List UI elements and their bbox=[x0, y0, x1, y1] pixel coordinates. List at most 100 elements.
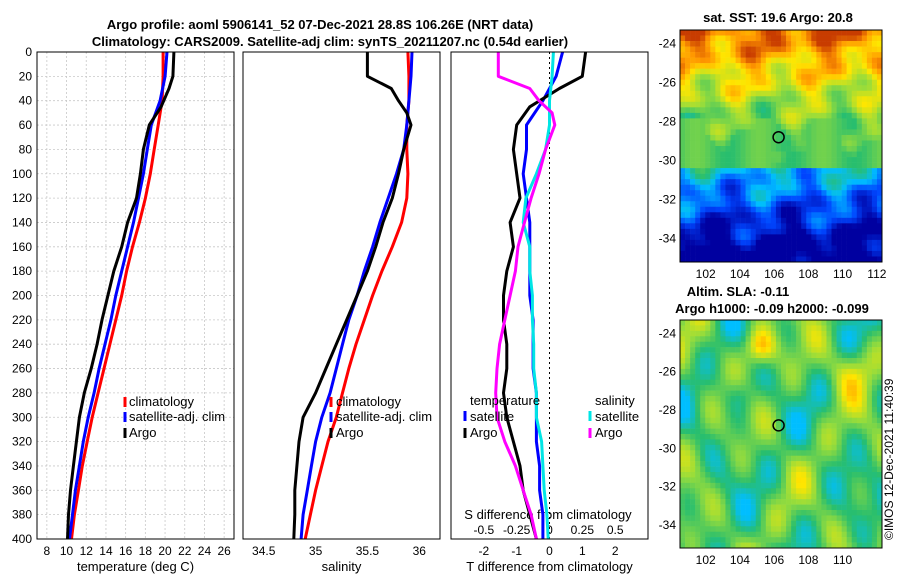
sst-map-cell bbox=[745, 239, 751, 246]
sst-map-cell bbox=[856, 168, 863, 174]
sst-map-cell bbox=[876, 234, 883, 241]
sst-map-cell bbox=[690, 123, 696, 130]
sla-map-cell bbox=[740, 450, 746, 457]
sla-map-cell bbox=[821, 363, 827, 370]
sla-map-cell bbox=[725, 434, 731, 440]
sst-map-cell bbox=[770, 129, 777, 136]
sst-map-cell bbox=[710, 212, 716, 219]
sst-map-cell bbox=[861, 52, 868, 58]
difference-series-temperature-satellite bbox=[521, 51, 565, 539]
sst-map-cell bbox=[841, 157, 847, 163]
sst-map-cell bbox=[725, 162, 731, 169]
sla-map-cell bbox=[846, 466, 852, 473]
sla-map-cell bbox=[836, 385, 842, 391]
sst-map-cell bbox=[745, 129, 751, 136]
sla-map-cell bbox=[781, 336, 787, 343]
sla-map-cell bbox=[745, 401, 751, 408]
sla-map-cell bbox=[816, 390, 822, 397]
sla-map-cell bbox=[680, 499, 686, 505]
sla-map-cell bbox=[690, 363, 696, 370]
sla-map-cell bbox=[786, 444, 792, 451]
sla-map-cell bbox=[866, 368, 873, 375]
sla-map-cell bbox=[836, 341, 842, 348]
sla-map-lat-tick-label: -34 bbox=[659, 518, 677, 532]
sla-map-cell bbox=[740, 542, 746, 549]
sst-map-cell bbox=[871, 234, 878, 241]
sst-map-cell bbox=[816, 129, 822, 136]
sst-map-cell bbox=[876, 250, 883, 257]
sst-map-cell bbox=[715, 46, 721, 53]
sla-map-cell bbox=[866, 482, 873, 489]
sst-map-cell bbox=[725, 212, 731, 219]
sst-map-cell bbox=[745, 173, 751, 180]
sst-map-cell bbox=[730, 173, 736, 180]
sla-map-cell bbox=[821, 352, 827, 359]
sst-map-cell bbox=[755, 74, 762, 81]
sst-map-cell bbox=[846, 134, 852, 141]
sla-map-cell bbox=[720, 482, 726, 489]
sst-map-cell bbox=[821, 184, 827, 191]
sla-map-cell bbox=[846, 499, 852, 505]
sla-map-cell bbox=[786, 396, 792, 402]
sla-map-cell bbox=[781, 368, 787, 375]
sla-map-cell bbox=[685, 531, 691, 538]
sst-map-cell bbox=[831, 228, 837, 235]
sst-map-cell bbox=[791, 79, 797, 86]
sla-map-cell bbox=[846, 482, 852, 489]
sst-map-cell bbox=[760, 195, 767, 202]
sla-map-cell bbox=[690, 499, 696, 505]
sla-map-cell bbox=[831, 428, 837, 435]
sla-map-cell bbox=[745, 363, 751, 370]
sst-map-cell bbox=[821, 234, 827, 241]
sst-map-cell bbox=[755, 179, 762, 185]
sst-map-cell bbox=[846, 162, 852, 169]
sst-map-cell bbox=[750, 46, 757, 53]
sst-map-cell bbox=[856, 184, 863, 191]
depth-tick-label: 280 bbox=[12, 386, 32, 400]
sla-map-cell bbox=[690, 526, 696, 533]
sla-map-cell bbox=[856, 325, 863, 332]
sla-map-cell bbox=[826, 428, 832, 435]
sst-map-cell bbox=[861, 85, 868, 92]
sst-map-cell bbox=[786, 146, 792, 152]
sla-map-cell bbox=[700, 352, 706, 359]
sst-map-cell bbox=[775, 123, 782, 130]
sst-map-cell bbox=[760, 201, 767, 208]
sla-map-cell bbox=[710, 363, 716, 370]
sla-map-cell bbox=[770, 477, 777, 484]
sst-map-cell bbox=[851, 223, 858, 230]
sla-map-cell bbox=[851, 390, 858, 397]
sst-map-cell bbox=[796, 129, 802, 136]
sst-map-cell bbox=[856, 68, 863, 75]
sst-map-cell bbox=[861, 107, 868, 114]
sst-map-cell bbox=[856, 79, 863, 86]
sst-map-cell bbox=[765, 41, 772, 47]
sla-map-cell bbox=[806, 466, 812, 473]
sst-map-cell bbox=[876, 245, 883, 252]
sla-map-cell bbox=[851, 520, 858, 527]
sla-map-cell bbox=[695, 423, 701, 429]
sla-map-cell bbox=[745, 330, 751, 337]
sst-map-cell bbox=[710, 74, 716, 81]
sst-map-cell bbox=[786, 96, 792, 103]
sla-map-cell bbox=[866, 488, 873, 495]
sla-map-cell bbox=[755, 520, 762, 527]
sla-map-cell bbox=[690, 336, 696, 343]
sst-map-cell bbox=[826, 123, 832, 130]
legend-argo-label: Argo bbox=[129, 425, 156, 440]
sla-map-cell bbox=[846, 406, 852, 413]
sst-map-cell bbox=[811, 146, 817, 152]
sst-map-cell bbox=[866, 112, 873, 119]
sst-map-cell bbox=[775, 250, 782, 257]
sst-map-cell bbox=[821, 129, 827, 136]
sla-map-cell bbox=[775, 423, 782, 429]
legend-sal-sat-label: satellite bbox=[595, 409, 639, 424]
sla-map-cell bbox=[725, 520, 731, 527]
legend-salinity-title: salinity bbox=[595, 393, 635, 408]
sla-map-cell bbox=[710, 401, 716, 408]
sla-map-cell bbox=[786, 477, 792, 484]
sla-map-cell bbox=[791, 466, 797, 473]
sla-map-cell bbox=[846, 347, 852, 353]
sla-map-cell bbox=[796, 439, 802, 446]
sst-map-cell bbox=[841, 195, 847, 202]
